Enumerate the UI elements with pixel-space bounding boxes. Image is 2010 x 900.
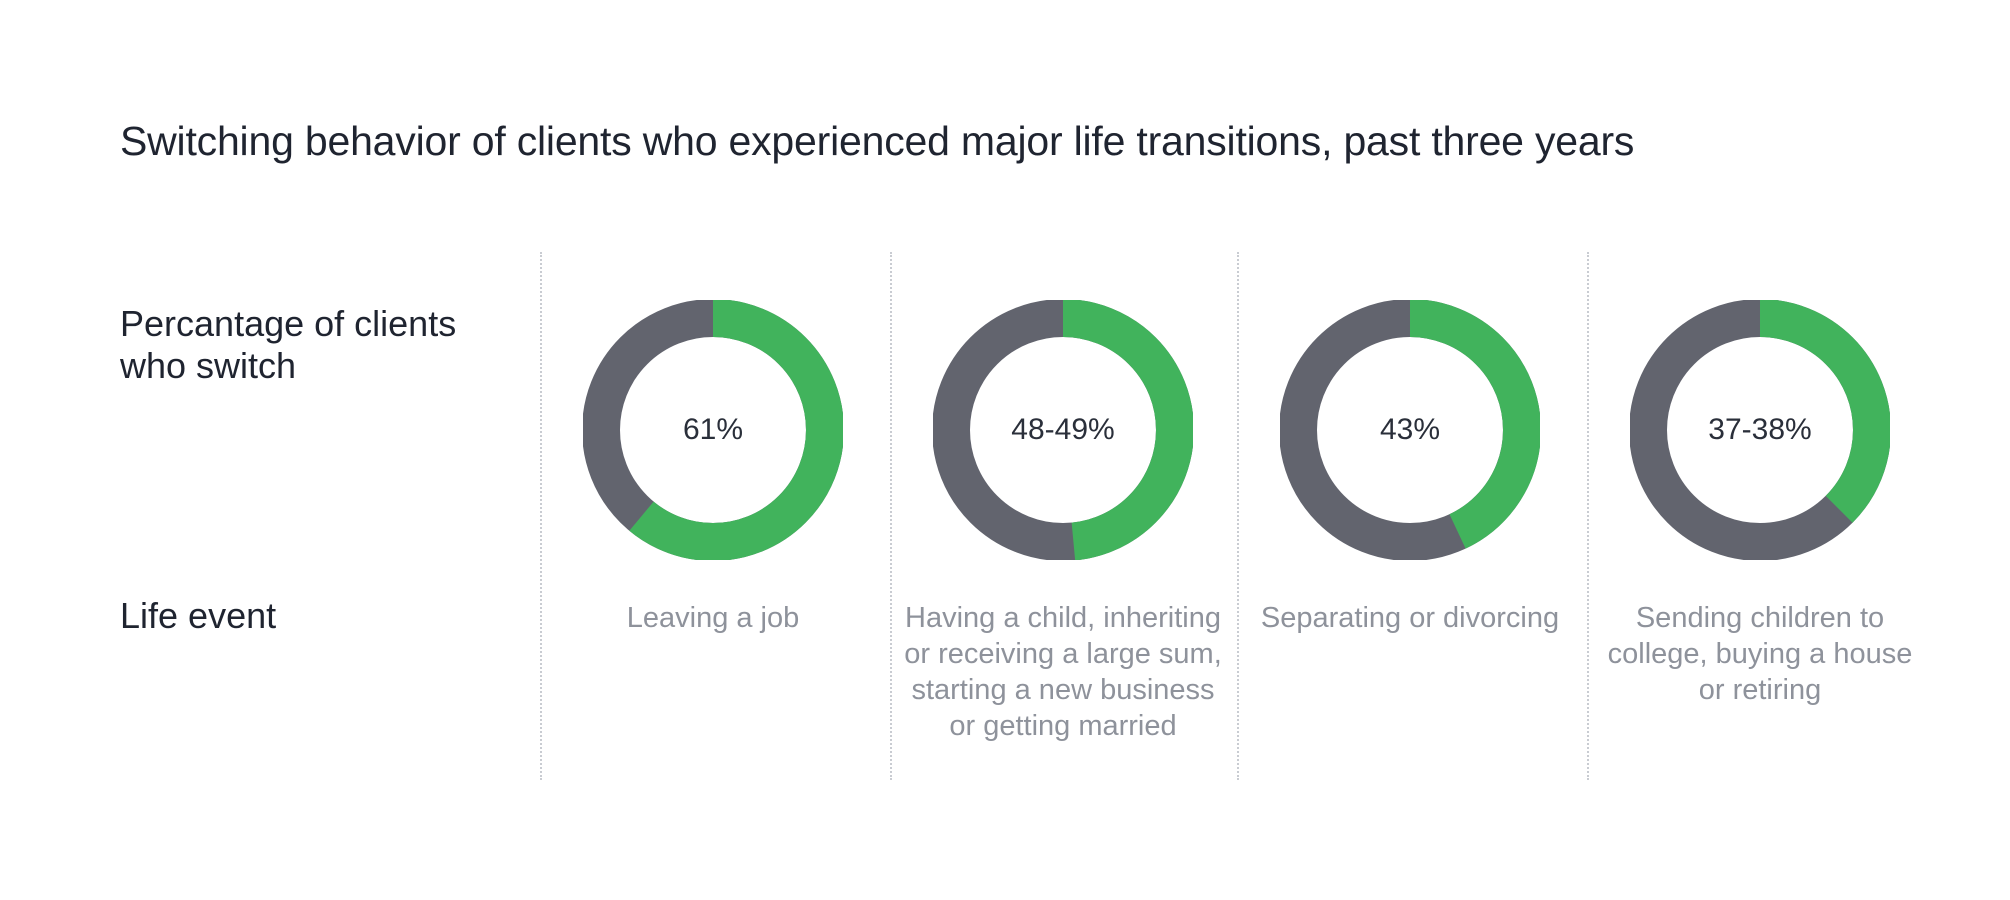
donut-chart: 43%	[1280, 300, 1540, 560]
donut-svg	[1630, 300, 1890, 560]
life-event-label: Leaving a job	[626, 602, 800, 634]
donut-switch-segment	[1280, 300, 1540, 560]
donut-chart: 48-49%	[933, 300, 1193, 560]
donut-switch-segment	[933, 300, 1193, 560]
donut-switch-segment	[583, 300, 843, 560]
donut-value-label: 43%	[1379, 413, 1441, 446]
column-divider	[1587, 252, 1589, 780]
column-divider	[890, 252, 892, 780]
donut-value-label: 37-38%	[1708, 413, 1812, 446]
life-event-label: Having a child, inheriting or receiving …	[904, 602, 1222, 742]
column-divider	[540, 252, 542, 780]
donut-switch-segment	[1630, 300, 1890, 560]
donut-chart: 61%	[583, 300, 843, 560]
row-label-percentage: Percantage of clients who switch	[120, 303, 457, 386]
donut-chart: 37-38%	[1630, 300, 1890, 560]
chart-title: Switching behavior of clients who experi…	[120, 118, 1635, 164]
donut-svg	[583, 300, 843, 560]
row-label-event: Life event	[120, 595, 277, 636]
column-divider	[1237, 252, 1239, 780]
life-event-label: Sending children to college, buying a ho…	[1607, 602, 1913, 706]
donut-svg	[1280, 300, 1540, 560]
donut-value-label: 61%	[682, 413, 744, 446]
donut-svg	[933, 300, 1193, 560]
donut-value-label: 48-49%	[1011, 413, 1115, 446]
life-event-label: Separating or divorcing	[1260, 602, 1560, 634]
